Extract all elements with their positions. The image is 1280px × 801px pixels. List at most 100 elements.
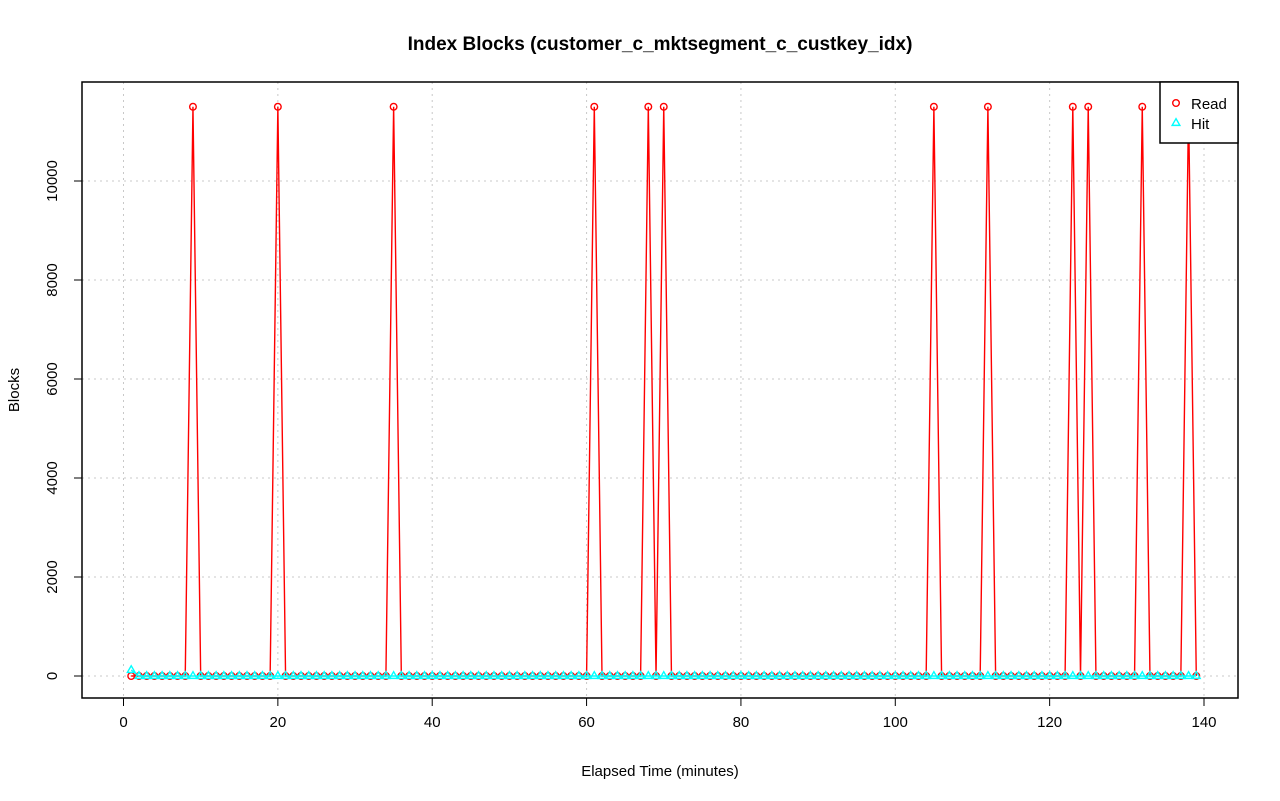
legend-label-read: Read (1191, 96, 1227, 113)
data-point (644, 102, 653, 111)
data-point (720, 670, 731, 680)
data-point (813, 670, 824, 680)
data-point (929, 102, 938, 111)
data-point (419, 670, 430, 680)
data-point (326, 670, 337, 680)
data-point (975, 670, 986, 680)
data-point (1067, 670, 1078, 680)
y-tick-label: 6000 (44, 362, 61, 395)
data-point (890, 670, 901, 680)
data-point (743, 670, 754, 680)
x-tick-label: 60 (578, 714, 595, 731)
data-point (897, 670, 909, 680)
data-point (905, 670, 916, 680)
data-point (334, 670, 345, 680)
data-point (620, 670, 631, 680)
data-point (573, 670, 584, 680)
data-point (635, 670, 646, 680)
axes: 0 20 40 60 80 100 120 140 0 2000 4000 6000 8000 10000 (44, 160, 1217, 731)
x-tick-label: 120 (1037, 714, 1062, 731)
data-point (218, 670, 229, 680)
data-point (211, 670, 222, 680)
x-tick-label: 40 (424, 714, 441, 731)
x-tick-label: 20 (270, 714, 287, 731)
data-point (126, 664, 137, 674)
data-point (172, 670, 183, 680)
data-point (195, 670, 206, 680)
data-point (959, 670, 970, 680)
data-point (1129, 670, 1140, 680)
data-point (403, 670, 415, 680)
data-point (1114, 670, 1125, 680)
data-point (1029, 670, 1040, 680)
y-tick-label: 10000 (44, 160, 61, 202)
data-point (519, 670, 530, 680)
data-point (859, 670, 870, 680)
data-point (1052, 670, 1063, 680)
data-point (751, 670, 762, 680)
data-point (373, 670, 384, 680)
data-point (527, 670, 538, 680)
data-point (396, 670, 407, 680)
data-point (149, 670, 160, 680)
data-point (389, 102, 398, 111)
data-point (234, 670, 245, 680)
data-point (566, 670, 577, 680)
data-point (1106, 670, 1117, 680)
data-point (257, 670, 268, 680)
data-point (388, 670, 399, 680)
data-point (288, 670, 299, 680)
data-point (226, 670, 237, 680)
data-point (357, 670, 368, 680)
data-point (311, 670, 322, 680)
data-point (1121, 670, 1132, 680)
data-point (882, 670, 893, 680)
data-point (427, 670, 438, 680)
data-point (187, 670, 199, 680)
y-tick-label: 4000 (44, 461, 61, 494)
data-point (851, 670, 862, 680)
data-point (712, 670, 723, 680)
data-point (241, 670, 253, 680)
data-point (643, 670, 654, 680)
data-point (828, 670, 839, 680)
data-point (596, 670, 608, 680)
legend-box (1159, 81, 1239, 144)
data-point (697, 670, 708, 680)
data-point (1021, 670, 1032, 680)
data-point (380, 670, 391, 680)
data-point (967, 670, 978, 680)
x-axis-label: Elapsed Time (minutes) (581, 763, 739, 780)
y-axis-label: Blocks (6, 368, 23, 412)
data-point (411, 670, 422, 680)
data-point (728, 670, 739, 680)
data-point (650, 670, 662, 680)
data-point (1191, 670, 1202, 680)
data-point (180, 670, 191, 680)
data-point (303, 670, 314, 680)
data-point (164, 670, 175, 680)
data-point (1168, 670, 1179, 680)
x-tick-label: 140 (1191, 714, 1216, 731)
data-point (1083, 670, 1094, 680)
x-tick-label: 80 (733, 714, 750, 731)
data-point (921, 670, 932, 680)
data-point (512, 670, 523, 680)
data-point (265, 670, 276, 680)
data-point (365, 670, 376, 680)
y-tick-label: 0 (44, 672, 61, 680)
data-point (434, 670, 446, 680)
data-point (496, 670, 507, 680)
data-point (458, 670, 469, 680)
data-point (951, 670, 963, 680)
data-point (658, 670, 669, 680)
data-point (249, 670, 260, 680)
data-point (342, 670, 353, 680)
data-point (295, 670, 307, 680)
data-point (782, 670, 793, 680)
data-point (998, 670, 1009, 680)
data-point (1144, 670, 1156, 680)
legend-marker-hit (1170, 117, 1182, 127)
data-point (473, 670, 484, 680)
data-point (805, 670, 816, 680)
